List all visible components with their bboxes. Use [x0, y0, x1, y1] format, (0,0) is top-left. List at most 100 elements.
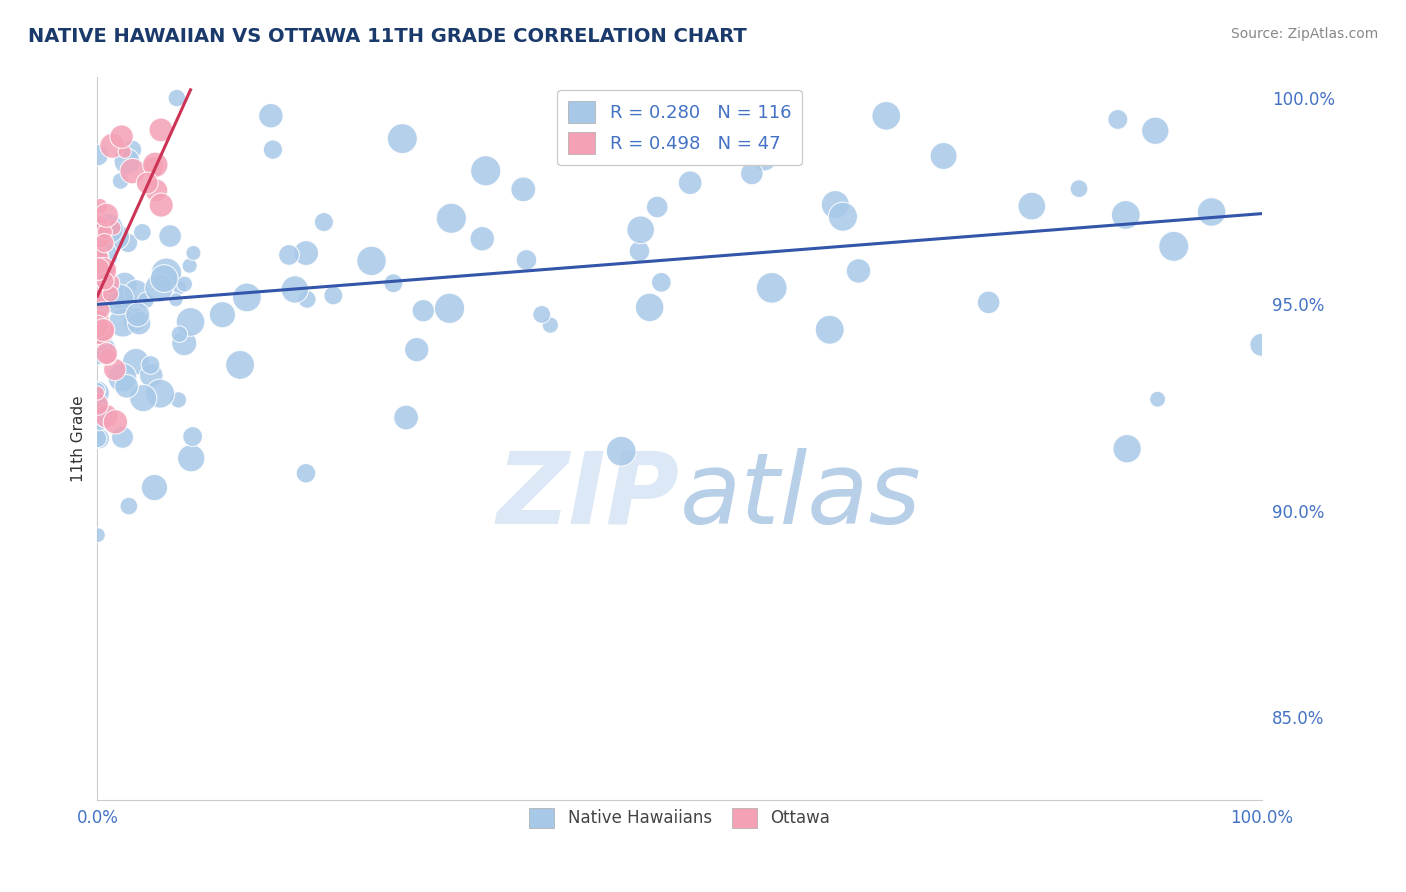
Point	[89, 312, 111, 326]
Point	[87, 291, 110, 305]
Point	[440, 211, 463, 226]
Point	[149, 123, 172, 137]
Point	[93, 263, 115, 277]
Point	[149, 386, 172, 401]
Point	[139, 358, 162, 372]
Point	[173, 336, 195, 351]
Point	[127, 308, 149, 322]
Point	[1250, 338, 1272, 352]
Point	[412, 303, 434, 318]
Point	[86, 397, 108, 411]
Point	[125, 355, 148, 369]
Y-axis label: 11th Grade: 11th Grade	[72, 395, 86, 482]
Point	[87, 289, 110, 303]
Point	[94, 268, 117, 282]
Point	[86, 315, 108, 329]
Point	[87, 262, 110, 277]
Point	[103, 220, 125, 235]
Point	[87, 528, 110, 542]
Point	[312, 215, 335, 229]
Point	[322, 288, 344, 302]
Point	[86, 252, 108, 266]
Point	[89, 199, 111, 213]
Point	[471, 232, 494, 246]
Point	[101, 138, 124, 153]
Point	[86, 385, 108, 400]
Point	[105, 229, 128, 244]
Point	[117, 235, 139, 250]
Point	[124, 313, 146, 327]
Point	[169, 281, 191, 295]
Point	[93, 235, 115, 250]
Point	[118, 499, 141, 513]
Point	[143, 481, 166, 495]
Point	[512, 182, 534, 196]
Point	[824, 197, 846, 211]
Point	[91, 249, 114, 263]
Point	[1021, 199, 1043, 213]
Point	[610, 444, 633, 458]
Point	[628, 244, 651, 259]
Point	[150, 198, 173, 212]
Point	[142, 160, 165, 174]
Point	[86, 249, 108, 263]
Point	[538, 318, 561, 332]
Point	[262, 143, 284, 157]
Point	[110, 174, 132, 188]
Point	[86, 351, 108, 365]
Point	[87, 326, 110, 340]
Point	[391, 131, 413, 145]
Point	[112, 292, 135, 306]
Point	[87, 284, 110, 298]
Point	[93, 231, 115, 245]
Legend: Native Hawaiians, Ottawa: Native Hawaiians, Ottawa	[523, 801, 837, 835]
Point	[638, 301, 661, 315]
Point	[91, 280, 114, 294]
Point	[145, 183, 167, 197]
Point	[229, 358, 252, 372]
Point	[595, 101, 617, 115]
Point	[104, 415, 127, 429]
Point	[260, 109, 283, 123]
Point	[96, 208, 118, 222]
Point	[1163, 239, 1185, 253]
Point	[94, 271, 117, 285]
Point	[1146, 392, 1168, 407]
Point	[86, 290, 108, 304]
Point	[439, 301, 461, 316]
Point	[741, 166, 763, 180]
Point	[295, 293, 318, 307]
Point	[121, 143, 143, 157]
Point	[848, 264, 870, 278]
Text: NATIVE HAWAIIAN VS OTTAWA 11TH GRADE CORRELATION CHART: NATIVE HAWAIIAN VS OTTAWA 11TH GRADE COR…	[28, 27, 747, 45]
Point	[90, 303, 112, 318]
Point	[832, 210, 855, 224]
Point	[875, 109, 897, 123]
Point	[474, 163, 496, 178]
Point	[932, 149, 955, 163]
Point	[101, 288, 124, 302]
Point	[236, 290, 259, 304]
Point	[169, 327, 191, 342]
Text: ZIP: ZIP	[496, 448, 679, 545]
Point	[86, 148, 108, 162]
Point	[89, 398, 111, 412]
Point	[159, 229, 181, 244]
Point	[86, 386, 108, 401]
Point	[1107, 112, 1129, 127]
Point	[395, 410, 418, 425]
Point	[650, 276, 672, 290]
Point	[89, 432, 111, 446]
Point	[360, 254, 382, 268]
Point	[278, 248, 301, 262]
Point	[86, 266, 108, 280]
Point	[86, 262, 108, 277]
Point	[382, 277, 405, 291]
Text: atlas: atlas	[679, 448, 921, 545]
Point	[1201, 205, 1223, 219]
Point	[181, 429, 204, 443]
Point	[94, 342, 117, 356]
Point	[104, 362, 127, 376]
Point	[97, 222, 120, 236]
Point	[96, 409, 118, 424]
